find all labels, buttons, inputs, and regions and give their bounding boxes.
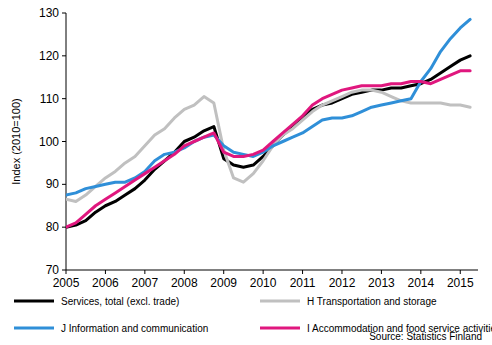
x-tick — [223, 270, 224, 274]
series-line — [66, 71, 470, 227]
x-tick-label: 2009 — [210, 276, 237, 290]
x-tick-label: 2010 — [250, 276, 277, 290]
legend-swatch — [260, 300, 300, 303]
y-tick — [62, 141, 66, 142]
legend-swatch — [14, 300, 54, 303]
x-tick-label: 2014 — [407, 276, 434, 290]
x-tick — [420, 270, 421, 274]
x-tick — [341, 270, 342, 274]
x-tick-label: 2007 — [132, 276, 159, 290]
x-tick-label: 2011 — [290, 276, 316, 290]
y-tick-label: 70 — [46, 263, 60, 277]
x-tick — [302, 270, 303, 274]
x-tick — [66, 270, 67, 274]
y-tick — [62, 55, 66, 56]
x-tick — [105, 270, 106, 274]
x-tick-label: 2015 — [447, 276, 474, 290]
series-line — [66, 56, 470, 227]
y-tick-label: 120 — [39, 49, 59, 63]
y-tick-label: 100 — [39, 135, 59, 149]
y-tick-label: 80 — [46, 220, 60, 234]
x-tick-label: 2005 — [53, 276, 80, 290]
legend-label: J Information and communication — [61, 323, 208, 334]
y-tick-label: 110 — [40, 92, 59, 106]
legend-label: Services, total (excl. trade) — [61, 296, 179, 307]
x-tick-label: 2006 — [92, 276, 119, 290]
x-axis — [66, 270, 478, 271]
y-tick — [62, 227, 66, 228]
y-tick — [62, 13, 66, 14]
y-tick-label: 90 — [46, 177, 60, 191]
source-note: Source: Statistics Finland — [369, 331, 482, 342]
y-axis-label: Index (2010=100) — [10, 98, 22, 185]
plot-area — [66, 19, 470, 227]
x-tick-label: 2008 — [171, 276, 198, 290]
x-tick — [381, 270, 382, 274]
legend-label: H Transportation and storage — [307, 296, 437, 307]
series-line — [66, 19, 470, 195]
legend-swatch — [260, 327, 300, 330]
x-tick-label: 2013 — [368, 276, 395, 290]
chart: 70 80 90 100 110 120 130 2005 2006 2007 2008 2009 20… — [0, 0, 492, 345]
legend-swatch — [14, 327, 54, 330]
x-tick — [184, 270, 185, 274]
y-tick — [62, 98, 66, 99]
x-tick-label: 2012 — [329, 276, 356, 290]
x-tick — [144, 270, 145, 274]
x-tick — [460, 270, 461, 274]
x-tick — [263, 270, 264, 274]
y-tick — [62, 184, 66, 185]
y-tick-label: 130 — [39, 6, 59, 20]
y-tick — [62, 270, 66, 271]
